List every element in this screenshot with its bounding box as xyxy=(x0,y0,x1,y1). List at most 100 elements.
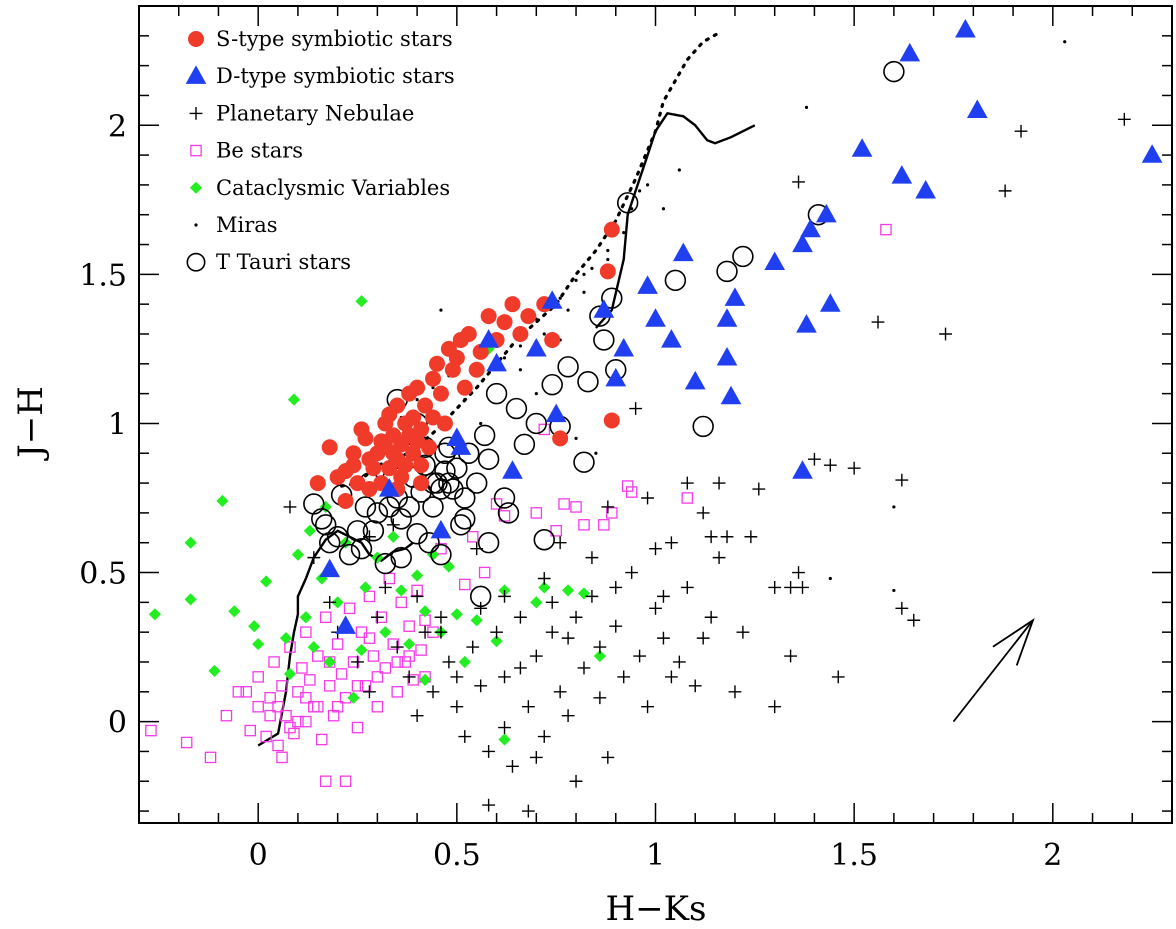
be-stars-point xyxy=(204,751,217,764)
s-type-symbiotic-stars-point xyxy=(337,492,354,509)
miras-point xyxy=(594,451,598,455)
d-type-symbiotic-stars-point xyxy=(716,308,738,327)
t-tauri-stars-point xyxy=(716,260,738,283)
be-stars-point xyxy=(415,644,427,656)
miras-point xyxy=(804,105,809,109)
t-tauri-stars-point xyxy=(505,397,528,420)
planetary-nebulae-point xyxy=(664,670,678,684)
s-type-symbiotic-stars-point xyxy=(544,331,561,348)
be-stars-point xyxy=(300,715,312,728)
miras-point xyxy=(574,436,578,440)
d-type-symbiotic-stars-point xyxy=(335,615,356,634)
miras-point xyxy=(892,505,896,509)
d-type-symbiotic-stars-point xyxy=(645,308,666,327)
be-stars-point xyxy=(351,721,364,734)
t-tauri-stars-point xyxy=(354,496,377,518)
be-stars-point xyxy=(145,724,157,737)
d-type-symbiotic-stars-point xyxy=(792,233,813,253)
miras-point xyxy=(606,248,610,253)
planetary-nebulae-point xyxy=(688,679,702,693)
planetary-nebulae-point xyxy=(641,491,654,505)
t-tauri-stars-point xyxy=(469,585,492,608)
be-stars-point xyxy=(403,620,415,632)
d-type-symbiotic-stars-point xyxy=(816,203,837,223)
d-type-symbiotic-stars-point xyxy=(800,218,821,238)
planetary-nebulae-point xyxy=(629,402,643,415)
t-tauri-stars-point xyxy=(465,472,488,494)
be-stars-point xyxy=(391,686,404,698)
cataclysmic-variables-point xyxy=(593,649,606,663)
be-stars-point xyxy=(296,662,308,674)
cataclysmic-variables-point xyxy=(426,548,440,561)
t-tauri-stars-point xyxy=(311,508,333,530)
planetary-nebulae-point xyxy=(871,315,885,329)
be-stars-point xyxy=(264,691,276,704)
be-stars-point xyxy=(379,662,392,674)
be-stars-point xyxy=(371,700,384,713)
miras-point xyxy=(542,332,546,336)
cataclysmic-variables-point xyxy=(490,635,503,648)
planetary-nebulae-point xyxy=(307,551,321,565)
d-type-symbiotic-stars-point xyxy=(851,138,873,157)
s-type-symbiotic-stars-point xyxy=(357,430,374,447)
planetary-nebulae-point xyxy=(378,581,392,594)
be-stars-point xyxy=(478,566,491,579)
miras-point xyxy=(518,344,523,348)
s-type-symbiotic-stars-point xyxy=(552,430,569,447)
cataclysmic-variables-point xyxy=(498,733,511,746)
d-type-symbiotic-stars-point xyxy=(430,519,452,539)
be-stars-point xyxy=(538,423,551,436)
d-type-symbiotic-stars-point xyxy=(378,478,400,497)
t-tauri-stars-point xyxy=(485,382,508,405)
s-type-symbiotic-stars-point xyxy=(599,263,616,280)
cataclysmic-variables-point xyxy=(530,596,543,609)
s-type-symbiotic-stars-point xyxy=(345,457,362,474)
d-type-symbiotic-stars-point xyxy=(764,251,786,271)
s-type-symbiotic-stars-point xyxy=(409,379,426,396)
legend-label-be-stars: Be stars xyxy=(216,139,303,163)
s-type-symbiotic-stars-point xyxy=(417,397,434,414)
planetary-nebulae-point xyxy=(792,175,805,189)
t-tauri-stars-point xyxy=(315,514,337,536)
t-tauri-stars-point xyxy=(346,520,369,542)
be-stars-point xyxy=(284,641,296,653)
t-tauri-stars-point xyxy=(497,502,520,524)
cataclysmic-variables-point xyxy=(458,655,471,669)
cataclysmic-variables-point xyxy=(148,608,161,621)
legend-marker-t-tauri-stars xyxy=(186,252,206,272)
axis-ticks xyxy=(138,5,1173,823)
planetary-nebulae-point xyxy=(609,581,623,594)
be-stars-point xyxy=(252,671,264,683)
be-stars-point xyxy=(387,638,400,650)
planetary-nebulae-point xyxy=(545,595,559,609)
be-stars-point xyxy=(327,709,340,722)
planetary-nebulae-point xyxy=(410,589,424,603)
t-tauri-stars-point xyxy=(338,543,361,566)
y-tick-label: 0.5 xyxy=(79,557,127,592)
t-tauri-stars-point xyxy=(477,531,500,554)
t-tauri-stars-point xyxy=(430,543,452,566)
t-tauri-stars-point xyxy=(692,415,714,438)
planetary-nebulae-point xyxy=(696,631,710,645)
planetary-nebulae-point xyxy=(601,751,615,764)
s-type-symbiotic-stars-point xyxy=(472,343,489,360)
be-stars-point xyxy=(272,700,284,713)
planetary-nebulae-point xyxy=(895,601,909,615)
s-type-symbiotic-stars-point xyxy=(504,296,521,313)
planetary-nebulae-point xyxy=(847,461,861,475)
legend: S-type symbiotic stars D-type symbiotic s… xyxy=(185,27,455,274)
be-stars-point xyxy=(606,507,618,519)
d-type-symbiotic-stars-point xyxy=(486,352,507,372)
d-type-symbiotic-stars-point xyxy=(819,293,841,312)
be-stars-point xyxy=(880,223,892,236)
planetary-nebulae-point xyxy=(712,551,726,565)
miras-point xyxy=(630,207,634,211)
s-type-symbiotic-stars-point xyxy=(603,412,620,429)
d-type-symbiotic-stars-point xyxy=(724,287,746,306)
be-stars-point xyxy=(323,680,336,692)
s-type-symbiotic-stars-point xyxy=(456,379,473,396)
s-type-symbiotic-stars-point xyxy=(309,475,326,492)
d-type-symbiotic-stars-point xyxy=(955,18,976,38)
s-type-symbiotic-stars-point xyxy=(345,445,362,462)
planetary-nebulae-point xyxy=(482,745,496,758)
